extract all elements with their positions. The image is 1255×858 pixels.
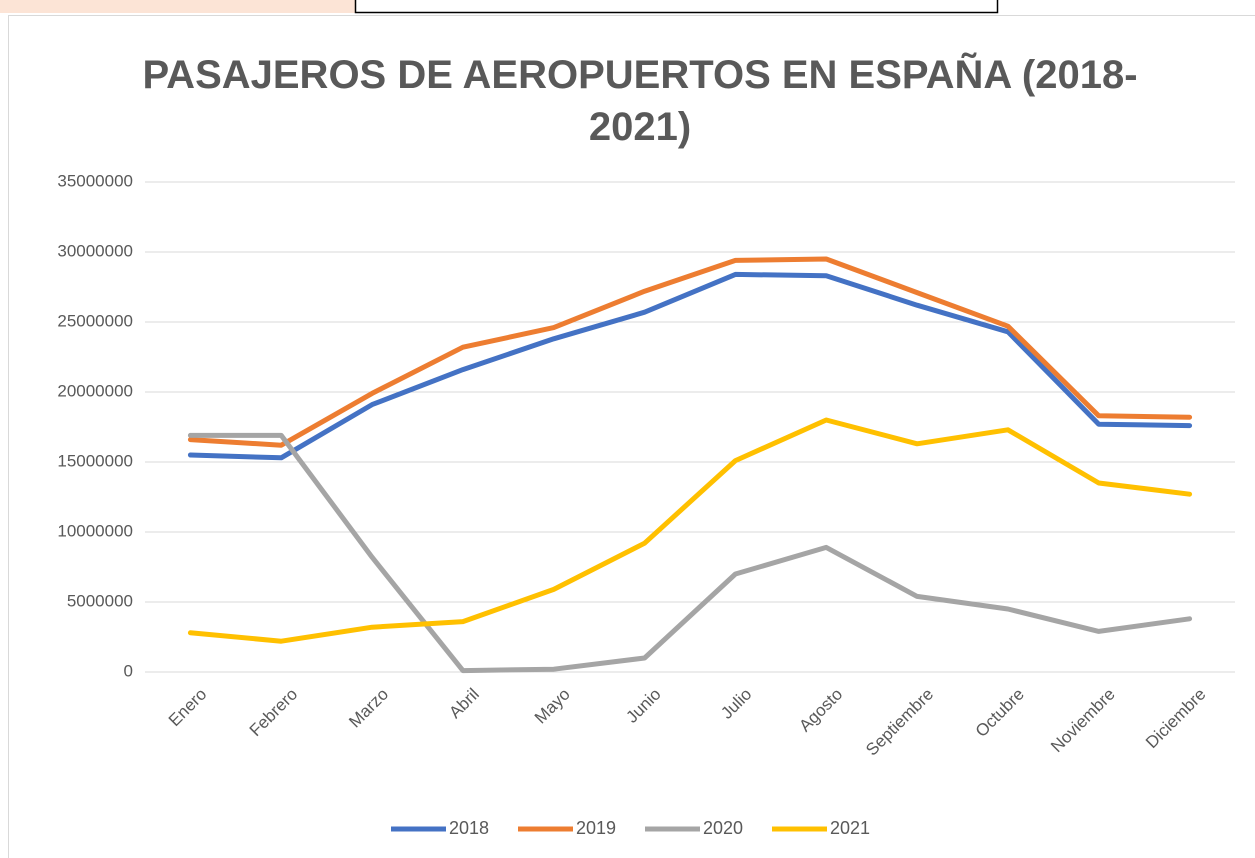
y-tick-label: 5000000 [67,591,133,610]
series-line [187,432,1193,674]
y-tick-label: 20000000 [57,381,133,400]
y-tick-label: 15000000 [57,451,133,470]
legend-label: 2021 [830,818,870,838]
y-tick-label: 10000000 [57,521,133,540]
series-line [187,256,1193,448]
legend-label: 2019 [576,818,616,838]
legend-label: 2020 [703,818,743,838]
legend-label: 2018 [449,818,489,838]
cell-box [354,0,999,14]
chart-title: PASAJEROS DE AEROPUERTOS EN ESPAÑA (2018… [142,51,1137,97]
y-tick-label: 30000000 [57,241,133,260]
chart-title: 2021) [589,105,691,149]
series-line [187,417,1193,644]
cell [0,0,355,13]
y-tick-label: 35000000 [57,171,133,190]
y-tick-label: 0 [124,661,133,680]
y-tick-label: 25000000 [57,311,133,330]
series-line [187,271,1193,461]
